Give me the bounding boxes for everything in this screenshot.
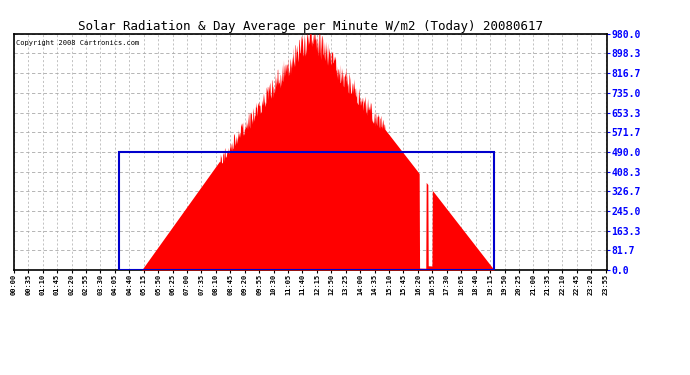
- Title: Solar Radiation & Day Average per Minute W/m2 (Today) 20080617: Solar Radiation & Day Average per Minute…: [78, 20, 543, 33]
- Text: Copyright 2008 Cartronics.com: Copyright 2008 Cartronics.com: [16, 40, 139, 46]
- Bar: [119, 152, 494, 270]
